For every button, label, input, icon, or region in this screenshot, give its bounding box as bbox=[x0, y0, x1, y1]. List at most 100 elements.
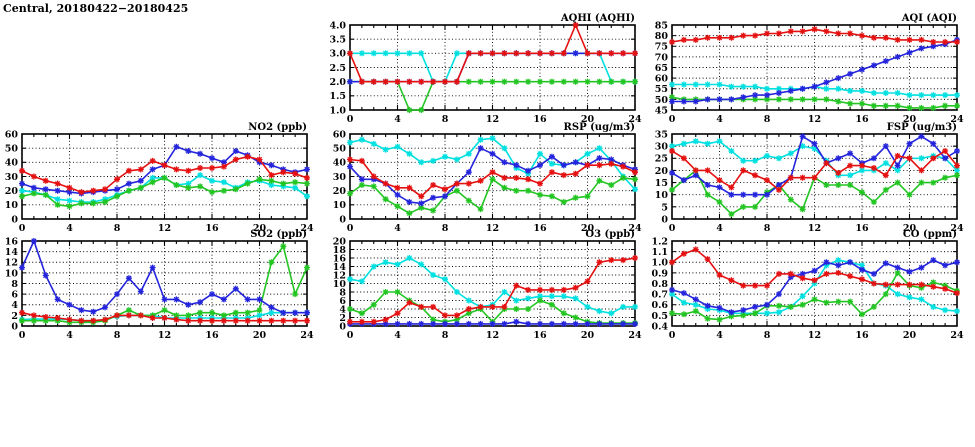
x-ticks bbox=[671, 25, 958, 110]
x-tick-label: 24 bbox=[300, 330, 314, 341]
y-tick-label: 45 bbox=[655, 105, 668, 116]
x-tick-label: 0 bbox=[347, 114, 354, 125]
x-tick-label: 0 bbox=[669, 223, 676, 234]
chart-co: 0 4 8 12 16 20 24 0.4 0.5 0.6 0.7 0.8 0.9 1.0 1.1 1.2 CO… bbox=[642, 226, 975, 342]
y-tick-label: 1.0 bbox=[651, 258, 668, 269]
chart-aqi: 0 4 8 12 16 20 24 45 50 55 60 65 70 75 80 85 AQI (AQI) bbox=[642, 10, 975, 126]
x-tick-label: 20 bbox=[253, 330, 267, 341]
x-tick-label: 4 bbox=[716, 330, 723, 341]
y-tick-label: 0 bbox=[661, 214, 668, 225]
chart-rsp: 0 4 8 12 16 20 24 0 10 20 30 40 50 60 RSP (ug/m3) bbox=[320, 119, 653, 235]
y-tick-label: 50 bbox=[5, 144, 19, 155]
y-tick-label: 60 bbox=[5, 129, 19, 140]
x-tick-label: 0 bbox=[669, 330, 676, 341]
series-red-markers bbox=[347, 22, 638, 85]
x-tick-label: 8 bbox=[764, 114, 771, 125]
x-ticks bbox=[21, 134, 308, 219]
y-tick-label: 0.9 bbox=[651, 268, 668, 279]
y-tick-label: 65 bbox=[655, 63, 668, 74]
y-tick-label: 14 bbox=[5, 247, 19, 258]
chart-aqhi: 0 4 8 12 16 20 24 1.0 1.5 2.0 2.5 3.0 3.5 4.0 AQHI (AQ… bbox=[320, 10, 653, 126]
y-tick-label: 30 bbox=[333, 172, 347, 183]
x-tick-label: 12 bbox=[808, 114, 821, 125]
y-tick-label: 50 bbox=[655, 95, 669, 106]
x-tick-label: 8 bbox=[114, 223, 121, 234]
y-tick-label: 2.5 bbox=[329, 63, 346, 74]
chart-title-o3: O3 (ppb) bbox=[585, 229, 635, 240]
series-cyan-markers bbox=[347, 135, 638, 193]
x-tick-label: 8 bbox=[442, 223, 449, 234]
y-tick-label: 0 bbox=[339, 321, 346, 332]
series-red-markers bbox=[669, 246, 960, 297]
series-red-markers bbox=[669, 148, 960, 193]
x-tick-label: 12 bbox=[486, 330, 499, 341]
x-tick-label: 16 bbox=[205, 223, 219, 234]
x-ticks bbox=[671, 241, 958, 326]
x-tick-label: 20 bbox=[253, 223, 267, 234]
x-tick-label: 20 bbox=[903, 223, 917, 234]
x-tick-label: 0 bbox=[19, 223, 26, 234]
y-tick-label: 0 bbox=[11, 321, 18, 332]
y-tick-label: 10 bbox=[5, 268, 19, 279]
y-tick-label: 55 bbox=[655, 84, 668, 95]
x-tick-label: 16 bbox=[855, 114, 869, 125]
x-tick-label: 24 bbox=[628, 330, 642, 341]
series-red-markers bbox=[669, 26, 960, 45]
x-ticks bbox=[349, 134, 636, 219]
chart-title-co: CO (ppm) bbox=[903, 229, 957, 240]
y-tick-label: 0 bbox=[11, 214, 18, 225]
x-tick-label: 0 bbox=[669, 114, 676, 125]
x-tick-label: 4 bbox=[66, 330, 73, 341]
y-tick-label: 1.2 bbox=[651, 236, 668, 247]
x-tick-label: 16 bbox=[855, 330, 869, 341]
y-tick-label: 30 bbox=[655, 142, 669, 153]
x-tick-label: 12 bbox=[808, 330, 821, 341]
x-tick-label: 8 bbox=[764, 330, 771, 341]
x-tick-label: 0 bbox=[347, 223, 354, 234]
y-ticks bbox=[350, 133, 635, 220]
y-tick-label: 85 bbox=[655, 20, 668, 31]
series-red-line bbox=[350, 257, 636, 323]
chart-title-aqi: AQI (AQI) bbox=[901, 13, 957, 24]
series-red-markers bbox=[19, 153, 310, 196]
y-tick-label: 60 bbox=[655, 74, 669, 85]
chart-canvas-no2: 0 4 8 12 16 20 24 0 10 20 30 40 50 60 NO2 (ppb) bbox=[5, 122, 314, 234]
y-tick-label: 1.5 bbox=[329, 91, 346, 102]
y-tick-label: 30 bbox=[5, 172, 19, 183]
y-tick-label: 16 bbox=[5, 236, 19, 247]
x-tick-label: 20 bbox=[903, 330, 917, 341]
chart-canvas-co: 0 4 8 12 16 20 24 0.40.50.60.70.80.91.01.11.2 CO… bbox=[651, 229, 964, 341]
y-tick-label: 14 bbox=[333, 262, 347, 273]
x-tick-label: 16 bbox=[533, 223, 547, 234]
x-tick-label: 20 bbox=[581, 330, 595, 341]
y-tick-label: 10 bbox=[333, 279, 347, 290]
x-tick-label: 24 bbox=[950, 330, 964, 341]
x-tick-label: 24 bbox=[950, 223, 964, 234]
x-tick-label: 24 bbox=[628, 114, 642, 125]
x-tick-label: 4 bbox=[66, 223, 73, 234]
chart-title-fsp: FSP (ug/m3) bbox=[887, 122, 957, 133]
y-tick-label: 1.0 bbox=[329, 105, 346, 116]
y-tick-label: 0.5 bbox=[651, 311, 668, 322]
x-tick-label: 20 bbox=[581, 114, 595, 125]
x-tick-label: 4 bbox=[716, 114, 723, 125]
x-tick-label: 12 bbox=[158, 330, 171, 341]
y-tick-label: 8 bbox=[339, 287, 346, 298]
y-tick-label: 5 bbox=[661, 202, 668, 213]
chart-so2: 0 4 8 12 16 20 24 0 2 4 6 8 10 12 14 16 SO2 (ppb) bbox=[0, 226, 325, 342]
y-tick-label: 20 bbox=[333, 236, 347, 247]
x-tick-label: 24 bbox=[628, 223, 642, 234]
x-tick-label: 0 bbox=[347, 330, 354, 341]
x-tick-label: 12 bbox=[486, 114, 499, 125]
x-tick-label: 8 bbox=[442, 114, 449, 125]
y-tick-label: 50 bbox=[333, 144, 347, 155]
y-tick-label: 0.4 bbox=[651, 321, 668, 332]
x-tick-label: 8 bbox=[764, 223, 771, 234]
x-tick-label: 12 bbox=[808, 223, 821, 234]
chart-title-so2: SO2 (ppb) bbox=[250, 229, 307, 240]
chart-no2: 0 4 8 12 16 20 24 0 10 20 30 40 50 60 NO2 (ppb) bbox=[0, 119, 325, 235]
y-tick-label: 60 bbox=[333, 129, 347, 140]
series-blue-markers bbox=[669, 257, 960, 316]
